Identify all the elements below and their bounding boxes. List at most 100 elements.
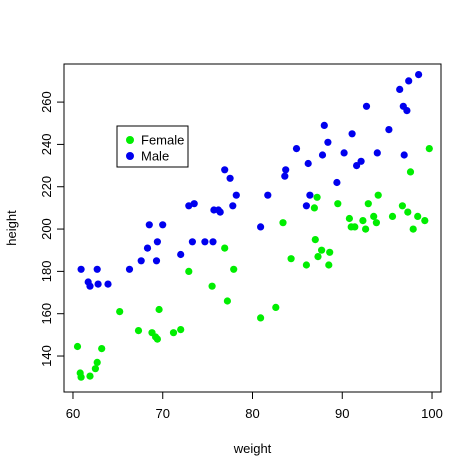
male-point	[188, 238, 196, 246]
male-point	[143, 244, 152, 252]
female-point	[177, 326, 185, 334]
female-point	[313, 193, 321, 201]
female-point	[326, 248, 334, 256]
female-point	[153, 335, 161, 343]
plot-border	[63, 63, 442, 393]
y-tick-label: 200	[39, 218, 54, 240]
male-point	[94, 280, 102, 288]
x-tick-label: 100	[421, 406, 443, 421]
male-point	[385, 126, 393, 134]
y-tick-label: 240	[39, 134, 54, 156]
female-point	[77, 373, 85, 381]
female-point	[208, 282, 216, 290]
female-point	[257, 314, 265, 322]
x-tick-label: 90	[335, 406, 349, 421]
male-point	[405, 77, 413, 85]
female-point	[414, 212, 422, 220]
female-point	[272, 303, 280, 311]
male-point	[324, 138, 332, 146]
x-axis-label: weight	[233, 441, 272, 456]
female-point	[370, 212, 378, 220]
y-tick-label: 220	[39, 176, 54, 198]
male-point	[373, 149, 381, 157]
x-tick-label: 60	[66, 406, 80, 421]
female-point	[351, 223, 359, 231]
male-point	[415, 71, 423, 79]
female-point	[404, 208, 412, 216]
male-point	[306, 191, 314, 199]
y-axis-label: height	[4, 210, 19, 246]
male-point	[145, 221, 153, 229]
female-point	[362, 225, 370, 233]
legend: Female Male	[116, 125, 189, 168]
female-point	[372, 219, 380, 227]
male-point	[362, 102, 371, 110]
male-point	[333, 178, 341, 187]
male-point	[281, 172, 289, 180]
y-tick-label: 180	[39, 261, 54, 283]
male-point	[221, 166, 229, 174]
data-points	[73, 71, 433, 381]
female-point	[116, 308, 124, 316]
x-axis: 60 70 80 90 100	[66, 391, 443, 421]
y-tick-label: 140	[39, 345, 54, 367]
male-point	[348, 130, 356, 138]
male-point	[93, 265, 101, 273]
male-point	[125, 265, 134, 273]
male-point	[282, 166, 290, 174]
female-point	[374, 191, 382, 199]
male-point	[229, 202, 237, 210]
male-point	[209, 238, 217, 246]
male-point	[153, 238, 161, 246]
x-tick-label: 70	[156, 406, 170, 421]
female-point	[314, 253, 322, 261]
female-point	[311, 236, 319, 244]
female-point	[345, 214, 353, 223]
male-point	[190, 200, 198, 208]
male-point	[77, 265, 85, 273]
male-point	[216, 208, 224, 216]
female-point	[310, 204, 318, 212]
female-point	[91, 365, 99, 373]
male-point	[318, 151, 327, 159]
female-point	[421, 217, 429, 225]
female-point	[134, 327, 143, 335]
female-point	[86, 372, 94, 380]
female-point	[409, 225, 417, 233]
female-point	[302, 261, 310, 269]
male-point	[302, 202, 310, 210]
female-point	[318, 246, 326, 254]
female-point	[334, 200, 342, 208]
female-point	[73, 342, 82, 351]
male-point	[264, 191, 272, 199]
legend-female-label: Female	[141, 133, 184, 148]
male-point	[104, 280, 112, 288]
male-point	[159, 221, 167, 229]
male-point	[396, 85, 404, 93]
male-point	[232, 191, 240, 199]
male-point	[201, 238, 209, 246]
male-point	[185, 202, 193, 210]
female-point	[388, 212, 397, 220]
male-point	[86, 282, 94, 290]
y-axis: 140 160 180 200 220 240 260	[39, 91, 65, 367]
legend-female-marker	[126, 136, 134, 144]
female-point	[425, 145, 433, 153]
y-tick-label: 260	[39, 91, 54, 113]
male-point	[152, 257, 161, 265]
x-tick-label: 80	[245, 406, 259, 421]
female-point	[364, 200, 372, 208]
female-point	[279, 219, 287, 227]
y-tick-label: 160	[39, 303, 54, 325]
legend-male-label: Male	[141, 149, 169, 164]
male-point	[403, 107, 411, 115]
male-point	[226, 174, 234, 182]
male-point	[257, 223, 265, 231]
female-point	[221, 244, 229, 252]
female-point	[230, 265, 238, 273]
male-point	[357, 157, 365, 165]
female-point	[398, 202, 406, 210]
male-point	[137, 257, 145, 265]
male-point	[340, 149, 348, 157]
